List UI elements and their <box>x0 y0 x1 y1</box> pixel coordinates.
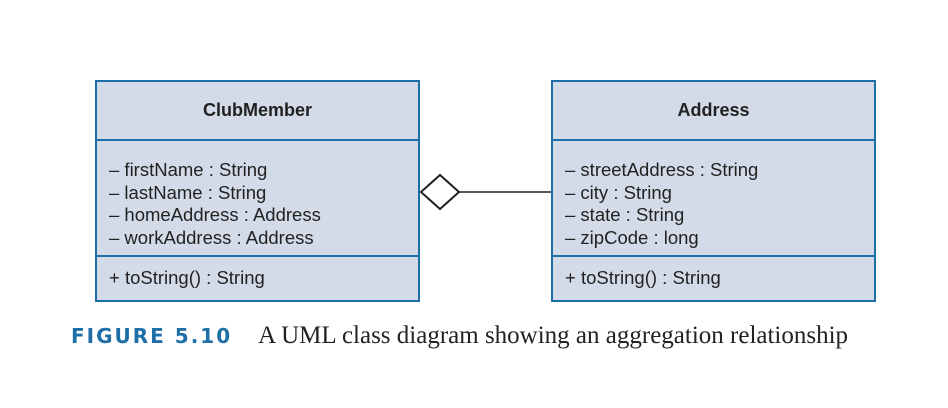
clubmember-operation: + toString() : String <box>109 267 265 288</box>
address-class-name: Address <box>553 82 874 141</box>
figure-caption: FIGURE 5.10 A UML class diagram showing … <box>71 322 848 350</box>
clubmember-attribute: – firstName : String <box>109 159 268 180</box>
address-attribute: – city : String <box>565 181 672 203</box>
figure-label: FIGURE 5.10 <box>71 324 233 348</box>
clubmember-class-box: ClubMember – firstName : String – lastNa… <box>95 80 420 302</box>
address-operation: + toString() : String <box>565 267 721 288</box>
clubmember-attributes: – firstName : String – lastName : String… <box>97 141 418 257</box>
aggregation-diamond-icon <box>419 173 461 211</box>
clubmember-operations: + toString() : String <box>97 257 418 290</box>
address-class-box: Address – streetAddress : String – city … <box>551 80 876 302</box>
clubmember-attribute: – homeAddress : Address <box>109 204 321 225</box>
address-attribute: – state : String <box>565 204 685 225</box>
clubmember-class-name: ClubMember <box>97 82 418 141</box>
clubmember-attribute: – lastName : String <box>109 181 267 203</box>
figure-caption-text: A UML class diagram showing an aggregati… <box>258 322 849 349</box>
address-attribute: – zipCode : long <box>565 226 699 248</box>
address-attributes: – streetAddress : String – city : String… <box>553 141 874 257</box>
address-operations: + toString() : String <box>553 257 874 290</box>
clubmember-attribute: – workAddress : Address <box>109 226 314 248</box>
address-attribute: – streetAddress : String <box>565 159 759 180</box>
